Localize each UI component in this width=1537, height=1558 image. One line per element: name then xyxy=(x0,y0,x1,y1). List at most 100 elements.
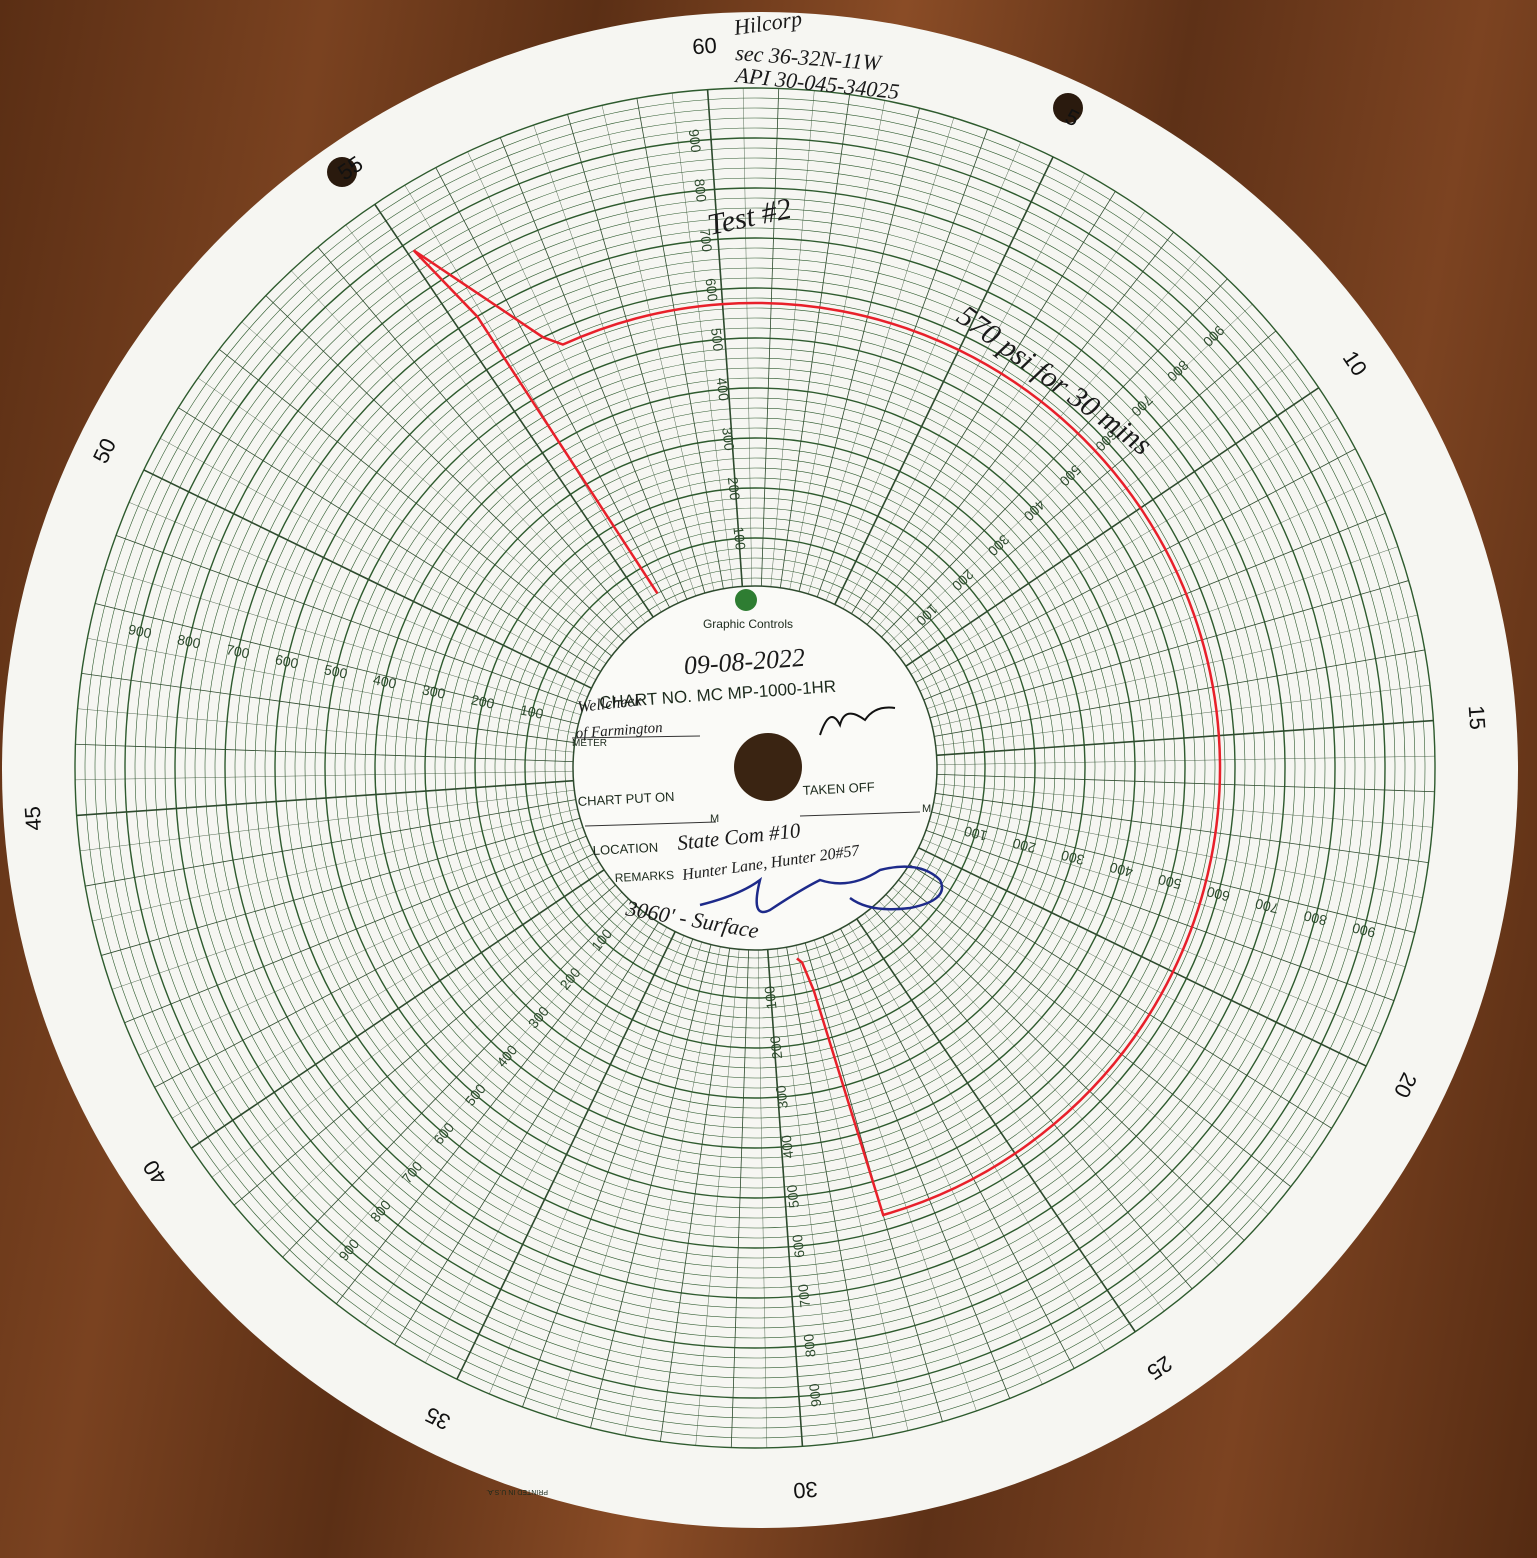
minute-line xyxy=(625,944,721,1436)
minute-line xyxy=(842,173,1085,611)
peg-hole xyxy=(327,157,357,187)
minute-line xyxy=(345,224,647,625)
pressure-label: 200 xyxy=(725,476,744,501)
pressure-label: 600 xyxy=(1205,883,1232,904)
minute-line xyxy=(211,876,612,1178)
pressure-label: 800 xyxy=(800,1333,819,1358)
minute-line xyxy=(898,358,1299,660)
minute-line xyxy=(425,925,668,1363)
minute-line xyxy=(916,846,1367,1067)
minute-line xyxy=(190,867,607,1149)
minute-line xyxy=(522,937,694,1408)
minute-line xyxy=(404,185,663,614)
meter-label: METER xyxy=(572,738,607,749)
minute-line xyxy=(601,105,715,593)
remarks-label: REMARKS xyxy=(614,868,674,885)
pressure-circle xyxy=(194,207,1316,1329)
pressure-circle xyxy=(304,317,1206,1219)
minute-line xyxy=(435,167,671,610)
minute-line xyxy=(830,931,1043,1385)
pressure-circle xyxy=(394,407,1116,1129)
pressure-circle xyxy=(124,137,1386,1399)
minute-line xyxy=(892,330,1277,653)
minute-line xyxy=(154,852,597,1088)
minute-line xyxy=(757,947,768,1448)
pressure-circle xyxy=(434,447,1076,1089)
minute-line xyxy=(807,117,955,596)
pressure-label: 100 xyxy=(730,526,749,551)
minute-line xyxy=(499,137,688,602)
pressure-label: 100 xyxy=(962,823,989,844)
pressure-circle xyxy=(234,247,1276,1289)
pressure-label: 900 xyxy=(127,621,153,641)
minute-label: 15 xyxy=(1464,704,1491,730)
pressure-label: 400 xyxy=(714,377,733,402)
unit: M xyxy=(922,803,931,815)
minute-line xyxy=(925,546,1399,710)
pressure-label: 400 xyxy=(372,671,398,691)
pressure-circle xyxy=(274,287,1236,1249)
pressure-circle xyxy=(414,427,1096,1109)
pressure-circle xyxy=(384,397,1126,1139)
minute-line xyxy=(85,798,578,887)
minute-line xyxy=(489,933,685,1395)
pressure-label: 500 xyxy=(323,661,349,681)
pressure-label: 400 xyxy=(1108,859,1135,880)
pressure-circle xyxy=(464,477,1046,1059)
pressure-circle xyxy=(534,547,976,989)
center-hole xyxy=(734,733,802,801)
minute-line xyxy=(241,321,620,651)
signature xyxy=(819,706,896,736)
pressure-circle xyxy=(134,147,1376,1389)
minute-line xyxy=(590,942,712,1428)
minute-line xyxy=(934,773,1435,793)
minute-line xyxy=(467,151,680,605)
pressure-label: 300 xyxy=(1059,847,1086,868)
pressure-label: 100 xyxy=(761,985,780,1010)
pressure-circle xyxy=(74,87,1436,1449)
pressure-circle xyxy=(354,367,1156,1169)
minute-line xyxy=(798,108,920,594)
minute-line xyxy=(870,905,1193,1290)
minute-line xyxy=(760,88,780,589)
minute-line xyxy=(160,438,598,681)
minute-line xyxy=(95,603,581,725)
pressure-label: 200 xyxy=(1011,835,1038,856)
minute-line xyxy=(81,672,577,744)
minute-line xyxy=(92,808,580,922)
minute-line xyxy=(934,719,1434,757)
minute-line xyxy=(863,911,1165,1312)
pressure-circle xyxy=(524,537,986,999)
minute-line xyxy=(929,811,1415,933)
signature xyxy=(699,865,944,914)
pressure-label: 200 xyxy=(767,1035,786,1060)
pressure-label: 600 xyxy=(274,651,300,671)
pressure-circle xyxy=(264,277,1246,1259)
minute-line xyxy=(924,829,1395,1001)
minute-line xyxy=(912,855,1350,1098)
pressure-circle xyxy=(224,237,1286,1299)
pressure-label: 500 xyxy=(1156,871,1183,892)
pressure-label: 800 xyxy=(176,631,202,651)
pressure-label: 700 xyxy=(697,228,716,253)
pressure-circle xyxy=(204,217,1306,1319)
minute-line xyxy=(822,934,1011,1399)
minute-line xyxy=(265,295,626,644)
minute-line xyxy=(77,708,576,753)
pressure-circle xyxy=(494,507,1016,1029)
minute-line xyxy=(872,254,1202,633)
minute-line xyxy=(909,417,1338,676)
minute-line xyxy=(282,897,631,1258)
pressure-label: 900 xyxy=(806,1383,825,1408)
pressure-circle xyxy=(284,297,1226,1239)
printed: PRINTED IN U.S.A. xyxy=(486,1488,548,1495)
minute-line xyxy=(111,826,585,990)
unit: M xyxy=(710,813,719,825)
pressure-circle xyxy=(314,327,1196,1209)
pressure-circle xyxy=(84,97,1426,1439)
pressure-circle xyxy=(454,467,1056,1069)
minute-line xyxy=(172,860,601,1119)
pressure-circle xyxy=(444,457,1066,1079)
pressure-label: 800 xyxy=(1302,908,1329,929)
